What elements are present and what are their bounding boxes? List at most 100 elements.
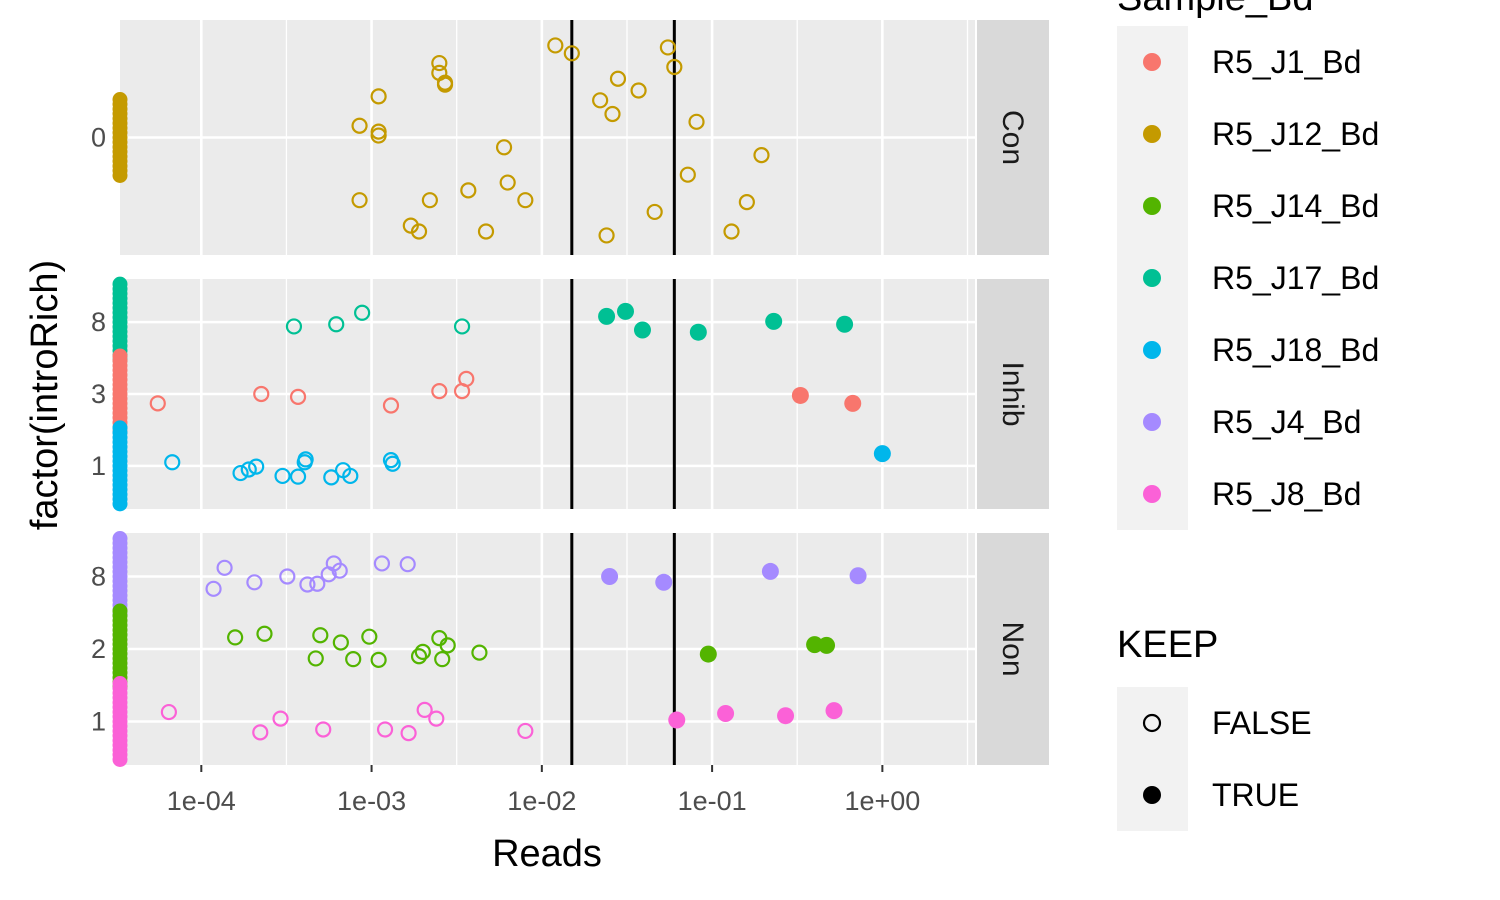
point-keep-false — [307, 650, 324, 667]
point-keep-true — [791, 386, 809, 404]
point-keep-true — [777, 707, 795, 725]
point-keep-false — [604, 105, 621, 123]
facet-panels: 0 Con 1 3 8 Inhib 1 2 8 Non — [91, 20, 1049, 767]
facet-strip — [977, 279, 1049, 509]
point-keep-false — [342, 467, 359, 485]
legend-key-r5-j12-bd — [1143, 125, 1161, 143]
point-keep-false — [499, 174, 516, 191]
point-keep-false — [723, 223, 740, 240]
y-axis-label: factor(introRich) — [24, 260, 66, 530]
point-keep-false — [323, 469, 340, 486]
x-tick-label: 1e-03 — [337, 786, 406, 816]
point-keep-false — [460, 182, 477, 199]
point-keep-false — [421, 192, 438, 209]
legend-label: R5_J8_Bd — [1212, 476, 1361, 512]
legend-label: R5_J18_Bd — [1212, 332, 1379, 368]
legend-label: R5_J17_Bd — [1212, 260, 1379, 296]
point-keep-false — [297, 451, 314, 468]
point-keep-false — [431, 383, 448, 400]
legend-key-r5-j4-bd — [1143, 413, 1161, 431]
legend-key-r5-j17-bd — [1143, 269, 1161, 287]
point-keep-false — [351, 192, 368, 209]
point-keep-false — [370, 651, 387, 668]
y-tick-label: 1 — [91, 451, 106, 481]
legend-key-r5-j8-bd — [1143, 485, 1161, 503]
point-keep-false — [399, 556, 416, 573]
facet-strip — [977, 20, 1049, 255]
point-keep-true — [668, 711, 686, 729]
point-keep-false — [609, 70, 627, 87]
point-keep-false — [232, 464, 249, 482]
point-keep-false — [240, 461, 257, 478]
zero-point — [112, 168, 128, 183]
point-keep-false — [299, 576, 316, 593]
point-keep-true — [616, 302, 634, 320]
point-keep-false — [410, 223, 428, 240]
legend-label: R5_J4_Bd — [1212, 404, 1361, 440]
point-keep-false — [227, 629, 244, 646]
point-keep-true — [689, 323, 707, 341]
point-keep-false — [312, 627, 329, 644]
point-keep-false — [252, 724, 269, 741]
point-keep-false — [328, 316, 345, 333]
point-keep-false — [160, 703, 177, 721]
point-keep-false — [434, 651, 451, 668]
point-keep-false — [477, 223, 495, 240]
point-keep-false — [315, 721, 332, 738]
point-keep-false — [149, 395, 166, 412]
legend-label: R5_J1_Bd — [1212, 44, 1361, 80]
point-keep-false — [289, 468, 307, 485]
legend-key-open-circle — [1142, 713, 1162, 733]
point-keep-false — [592, 92, 609, 109]
x-tick-label: 1e-04 — [167, 786, 236, 816]
point-keep-false — [630, 82, 647, 99]
point-keep-true — [836, 315, 854, 333]
y-tick-label: 3 — [91, 379, 106, 409]
point-keep-true — [818, 636, 836, 654]
point-keep-false — [453, 318, 471, 335]
x-tick-label: 1e-01 — [678, 786, 747, 816]
zero-point — [112, 752, 128, 767]
point-keep-false — [253, 385, 270, 403]
x-axis: 1e-04 1e-03 1e-02 1e-01 1e+00 — [167, 765, 920, 816]
facet-non: 1 2 8 Non — [91, 531, 1049, 767]
point-keep-false — [354, 304, 371, 321]
y-tick-label: 1 — [91, 707, 106, 737]
point-keep-false — [400, 724, 417, 742]
point-keep-false — [164, 454, 181, 471]
point-keep-false — [428, 710, 445, 727]
y-tick-label: 8 — [91, 307, 106, 337]
legend-color: Sample_Bd R5_J1_Bd R5_J12_Bd R5_J14_Bd R5_J1… — [1117, 0, 1379, 530]
legend-label: FALSE — [1212, 705, 1312, 741]
point-keep-false — [373, 555, 391, 572]
point-keep-false — [309, 575, 326, 592]
point-keep-false — [439, 637, 456, 654]
legend-shape: KEEP FALSE TRUE — [1117, 624, 1312, 831]
point-keep-false — [331, 562, 348, 579]
point-keep-false — [384, 455, 401, 472]
facet-strip-label: Con — [996, 110, 1029, 165]
point-keep-true — [598, 307, 616, 325]
legend-label: R5_J12_Bd — [1212, 116, 1379, 152]
point-keep-false — [274, 467, 291, 485]
legend-key-r5-j14-bd — [1143, 197, 1161, 215]
point-keep-false — [332, 634, 349, 651]
facet-con: 0 Con — [91, 20, 1049, 255]
point-keep-false — [598, 227, 615, 244]
facet-strip-label: Non — [996, 621, 1029, 676]
point-keep-false — [248, 458, 265, 475]
point-keep-false — [517, 722, 534, 740]
point-keep-true — [849, 567, 867, 585]
point-keep-false — [370, 123, 387, 140]
point-keep-false — [458, 370, 475, 388]
point-keep-false — [646, 203, 663, 221]
legend-color-title: Sample_Bd — [1117, 0, 1313, 19]
point-keep-false — [436, 76, 454, 93]
point-keep-false — [351, 117, 368, 134]
point-keep-true — [844, 394, 862, 412]
point-keep-false — [205, 580, 222, 597]
point-keep-false — [289, 388, 307, 405]
point-keep-false — [679, 166, 696, 183]
x-tick-label: 1e+00 — [844, 786, 920, 816]
point-keep-false — [659, 39, 676, 56]
